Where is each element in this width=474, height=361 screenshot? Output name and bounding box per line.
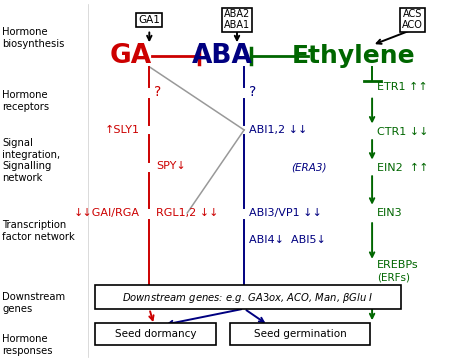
- FancyBboxPatch shape: [230, 323, 370, 345]
- Text: EREBPs: EREBPs: [377, 260, 419, 270]
- Text: GA: GA: [109, 43, 151, 69]
- Text: ↑SLY1: ↑SLY1: [105, 125, 140, 135]
- Text: Hormone
biosynthesis: Hormone biosynthesis: [2, 27, 65, 49]
- Text: ?: ?: [249, 85, 256, 99]
- Text: ↓↓GAI/RGA: ↓↓GAI/RGA: [74, 208, 140, 218]
- Text: Transcription
factor network: Transcription factor network: [2, 220, 75, 242]
- Text: Downstream
genes: Downstream genes: [2, 292, 65, 314]
- Text: CTR1 ↓↓: CTR1 ↓↓: [377, 127, 428, 137]
- Text: GA1: GA1: [138, 15, 160, 25]
- Text: EIN3: EIN3: [377, 208, 402, 218]
- Text: Ethylene: Ethylene: [292, 44, 415, 68]
- Text: ABA2
ABA1: ABA2 ABA1: [224, 9, 250, 30]
- Text: ABI1,2 ↓↓: ABI1,2 ↓↓: [249, 125, 307, 135]
- FancyBboxPatch shape: [95, 323, 216, 345]
- Text: (ERFs): (ERFs): [377, 273, 410, 283]
- Text: RGL1,2 ↓↓: RGL1,2 ↓↓: [156, 208, 219, 218]
- Text: EIN2  ↑↑: EIN2 ↑↑: [377, 163, 428, 173]
- FancyBboxPatch shape: [95, 285, 401, 309]
- Text: ABI3/VP1 ↓↓: ABI3/VP1 ↓↓: [249, 208, 322, 218]
- Text: ETR1 ↑↑: ETR1 ↑↑: [377, 82, 428, 92]
- Text: (ERA3): (ERA3): [292, 163, 327, 173]
- Text: ACS
ACO: ACS ACO: [402, 9, 423, 30]
- Text: Hormone
responses: Hormone responses: [2, 334, 53, 356]
- Text: Seed dormancy: Seed dormancy: [115, 329, 196, 339]
- Text: Downstream genes: e.g. $GA3ox$, $ACO$, $Man$, $\beta Glu\ I$: Downstream genes: e.g. $GA3ox$, $ACO$, $…: [122, 291, 374, 305]
- Text: Hormone
receptors: Hormone receptors: [2, 90, 49, 112]
- Text: Seed germination: Seed germination: [254, 329, 346, 339]
- Text: ABA: ABA: [192, 43, 253, 69]
- Text: Signal
integration,
Signalling
network: Signal integration, Signalling network: [2, 138, 61, 183]
- Text: SPY↓: SPY↓: [156, 161, 186, 171]
- Text: ABI4↓  ABI5↓: ABI4↓ ABI5↓: [249, 235, 326, 245]
- Text: ?: ?: [154, 85, 161, 99]
